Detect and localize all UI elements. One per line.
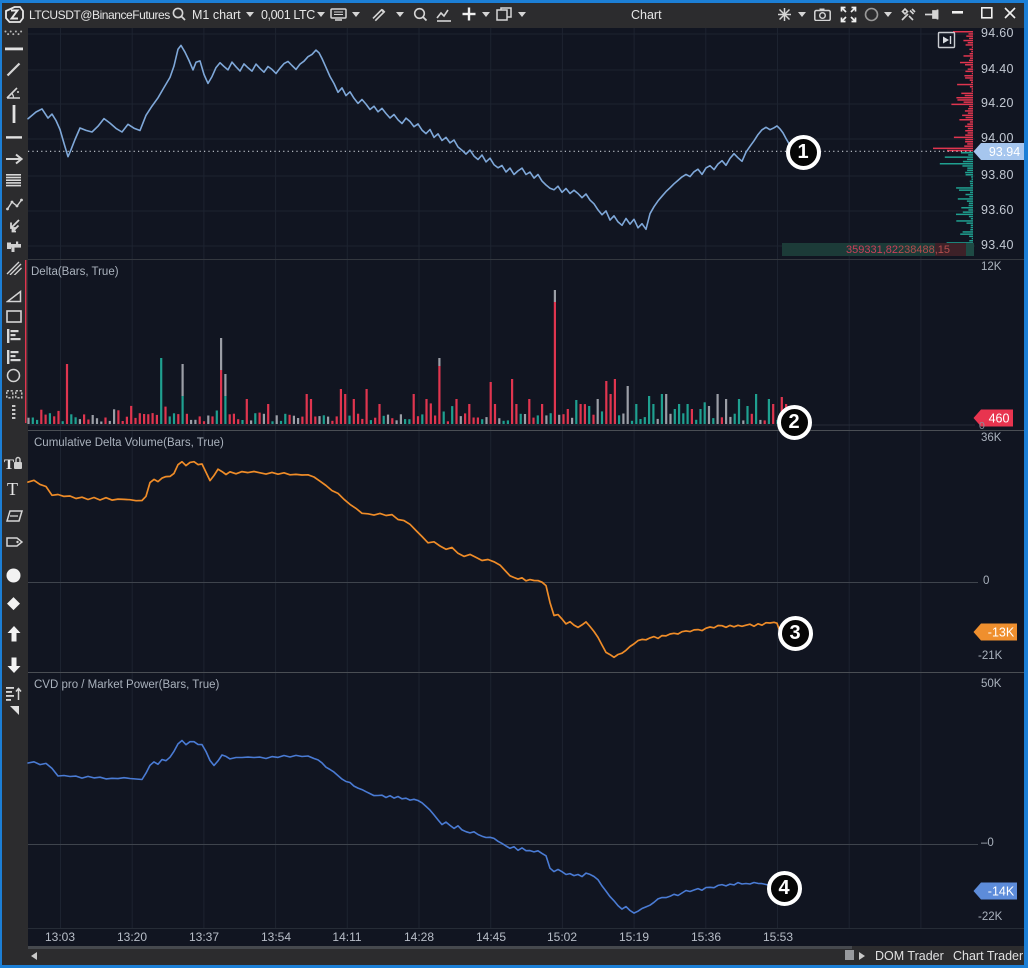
svg-text:460: 460 <box>989 411 1010 425</box>
svg-text:-14K: -14K <box>988 884 1015 898</box>
svg-text:T: T <box>4 457 14 471</box>
svg-text:T: T <box>7 480 18 497</box>
svg-text:-13K: -13K <box>988 625 1015 639</box>
svg-text:93.94: 93.94 <box>989 145 1020 159</box>
